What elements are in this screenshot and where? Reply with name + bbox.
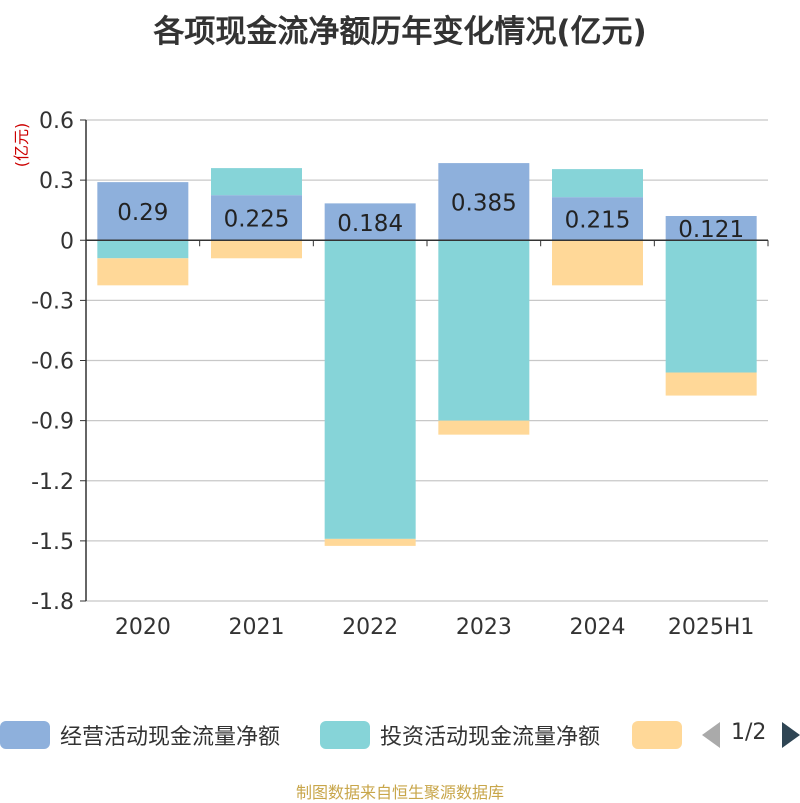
- bar-series0-2025H1[interactable]: [665, 215, 757, 241]
- data-label-2022: 0.184: [337, 211, 403, 237]
- bar-series2-2025H1[interactable]: [665, 372, 757, 396]
- x-tick-label: 2021: [229, 615, 285, 640]
- data-label-2020: 0.29: [117, 200, 168, 226]
- bar-series2-2022[interactable]: [324, 538, 416, 546]
- bar-series1-2022[interactable]: [324, 240, 416, 539]
- legend-prev-page-icon[interactable]: [702, 722, 720, 748]
- y-tick-label: 0.3: [39, 169, 74, 194]
- legend-page-indicator: 1/2: [731, 720, 767, 745]
- bar-chart: 0.6 0.3 0 -0.3 -0.6 -0.9 -1.2 -1.5 -1.8 2020 2021 2…: [12, 109, 769, 640]
- data-labels: 0.29 0.225 0.184 0.385 0.215 0.121: [117, 191, 744, 243]
- legend-item-investing[interactable]: 投资活动现金流量净额: [320, 717, 600, 753]
- bar-series2-2023[interactable]: [438, 420, 530, 435]
- y-tick-label: -1.8: [31, 590, 74, 615]
- bar-series1-2023[interactable]: [438, 240, 530, 421]
- data-label-2021: 0.225: [224, 207, 290, 233]
- x-tick-label: 2022: [342, 615, 398, 640]
- legend-next-page-icon[interactable]: [782, 722, 800, 748]
- legend-item-third[interactable]: [632, 717, 692, 753]
- legend-label-operating: 经营活动现金流量净额: [60, 725, 281, 750]
- x-tick-label: 2024: [570, 615, 626, 640]
- bars: [97, 163, 757, 546]
- bar-series0-2023[interactable]: [438, 163, 530, 241]
- bar-series0-2024[interactable]: [552, 197, 643, 241]
- data-label-2023: 0.385: [451, 191, 517, 217]
- legend-swatch-third: [632, 721, 682, 749]
- bar-series1-2020[interactable]: [97, 240, 189, 259]
- legend-label-investing: 投资活动现金流量净额: [380, 725, 601, 750]
- bar-series1-2025H1[interactable]: [665, 240, 757, 373]
- bar-series2-2020[interactable]: [97, 258, 189, 286]
- x-tick-label: 2023: [456, 615, 512, 640]
- data-label-2024: 0.215: [565, 208, 631, 234]
- y-tick-label: -1.5: [31, 530, 74, 555]
- y-tick-label: -0.9: [31, 410, 74, 435]
- y-tick-label: 0: [60, 229, 74, 254]
- legend: 经营活动现金流量净额 投资活动现金流量净额 1/2: [0, 717, 800, 753]
- legend-swatch-investing: [320, 721, 370, 749]
- legend-item-operating[interactable]: 经营活动现金流量净额: [0, 717, 280, 753]
- y-tick-label: -0.6: [31, 350, 74, 375]
- bar-series2-2024[interactable]: [552, 240, 643, 286]
- y-tick-label: -1.2: [31, 470, 74, 495]
- x-tick-label: 2020: [115, 615, 171, 640]
- legend-pager: 1/2: [700, 717, 800, 753]
- legend-swatch-operating: [0, 721, 50, 749]
- x-tick-label: 2025H1: [668, 615, 755, 640]
- y-tick-label: -0.3: [31, 289, 74, 314]
- chart-title: 各项现金流净额历年变化情况(亿元): [153, 14, 647, 50]
- bar-series0-2021[interactable]: [211, 195, 302, 241]
- y-axis-unit-label: (亿元): [12, 123, 31, 168]
- bar-series1-2024[interactable]: [552, 169, 643, 198]
- bar-series2-2021[interactable]: [211, 240, 302, 259]
- bar-series1-2021[interactable]: [211, 168, 302, 196]
- bar-series0-2022[interactable]: [324, 203, 416, 241]
- data-label-2025H1: 0.121: [678, 217, 744, 243]
- bar-series0-2020[interactable]: [97, 182, 189, 241]
- axes: 0.6 0.3 0 -0.3 -0.6 -0.9 -1.2 -1.5 -1.8 2020 2021 2…: [31, 109, 769, 640]
- y-tick-label: 0.6: [39, 109, 74, 134]
- source-footer: 制图数据来自恒生聚源数据库: [295, 783, 504, 802]
